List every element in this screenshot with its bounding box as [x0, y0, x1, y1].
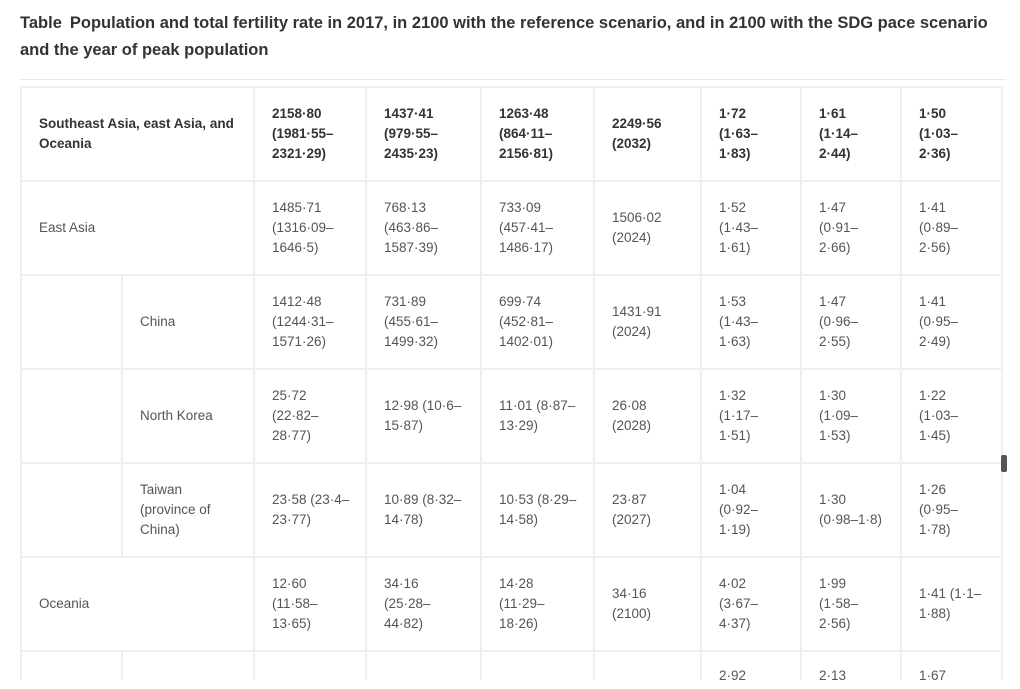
cell-pop2017: 12·60 (11·58–13·65)	[253, 556, 368, 652]
header-pop2100-ref: 1437·41 (979·55–2435·23)	[365, 86, 483, 182]
table-row: North Korea 25·72 (22·82–28·77) 12·98 (1…	[20, 368, 1004, 464]
cell-pop2100-sdg: 10·53 (8·29–14·58)	[480, 462, 596, 558]
cell-tfr2100-sdg: 1·26 (0·95–1·78)	[900, 462, 1004, 558]
caption-title: Population and total fertility rate in 2…	[20, 14, 988, 59]
table-row: 2·92 2·13 1·67	[20, 650, 1004, 680]
cell-tfr2100-ref: 1·47 (0·91–2·66)	[800, 180, 903, 276]
header-peak: 2249·56 (2032)	[593, 86, 703, 182]
cell-tfr2017: 2·92	[700, 650, 803, 680]
cell-pop2100-ref: 768·13 (463·86–1587·39)	[365, 180, 483, 276]
scrollbar-thumb[interactable]	[1001, 455, 1007, 472]
cell-region	[20, 650, 123, 680]
cell-pop2017	[253, 650, 368, 680]
cell-pop2100-ref: 12·98 (10·6–15·87)	[365, 368, 483, 464]
cell-country: North Korea	[120, 368, 256, 464]
header-region: Southeast Asia, east Asia, and Oceania	[20, 86, 256, 182]
cell-tfr2017: 1·04 (0·92–1·19)	[700, 462, 803, 558]
table-row: Oceania 12·60 (11·58–13·65) 34·16 (25·28…	[20, 556, 1004, 652]
table-caption: Table Population and total fertility rate…	[20, 10, 1010, 64]
cell-peak: 1506·02 (2024)	[593, 180, 703, 276]
cell-tfr2100-sdg: 1·67	[900, 650, 1004, 680]
cell-peak: 1431·91 (2024)	[593, 274, 703, 370]
cell-pop2100-ref: 731·89 (455·61–1499·32)	[365, 274, 483, 370]
cell-tfr2100-sdg: 1·41 (1·1–1·88)	[900, 556, 1004, 652]
cell-country	[120, 650, 256, 680]
cell-region	[20, 462, 123, 558]
cell-region	[20, 274, 123, 370]
cell-pop2017: 1485·71 (1316·09–1646·5)	[253, 180, 368, 276]
cell-pop2017: 23·58 (23·4–23·77)	[253, 462, 368, 558]
cell-pop2017: 25·72 (22·82–28·77)	[253, 368, 368, 464]
cell-peak	[593, 650, 703, 680]
cell-pop2100-sdg	[480, 650, 596, 680]
cell-tfr2017: 4·02 (3·67–4·37)	[700, 556, 803, 652]
caption-label: Table	[20, 14, 62, 32]
cell-tfr2017: 1·52 (1·43–1·61)	[700, 180, 803, 276]
cell-pop2100-sdg: 699·74 (452·81–1402·01)	[480, 274, 596, 370]
cell-tfr2017: 1·32 (1·17–1·51)	[700, 368, 803, 464]
cell-region	[20, 368, 123, 464]
cell-peak: 23·87 (2027)	[593, 462, 703, 558]
table-row: East Asia 1485·71 (1316·09–1646·5) 768·1…	[20, 180, 1004, 276]
table-row: China 1412·48 (1244·31–1571·26) 731·89 (…	[20, 274, 1004, 370]
cell-tfr2017: 1·53 (1·43–1·63)	[700, 274, 803, 370]
table-container[interactable]: Southeast Asia, east Asia, and Oceania 2…	[20, 79, 1006, 680]
cell-pop2100-ref	[365, 650, 483, 680]
table-header-row: Southeast Asia, east Asia, and Oceania 2…	[20, 86, 1004, 182]
cell-pop2100-sdg: 733·09 (457·41–1486·17)	[480, 180, 596, 276]
population-table: Southeast Asia, east Asia, and Oceania 2…	[20, 86, 1004, 680]
cell-pop2100-ref: 10·89 (8·32–14·78)	[365, 462, 483, 558]
cell-country: China	[120, 274, 256, 370]
cell-pop2017: 1412·48 (1244·31–1571·26)	[253, 274, 368, 370]
cell-tfr2100-sdg: 1·22 (1·03–1·45)	[900, 368, 1004, 464]
cell-tfr2100-sdg: 1·41 (0·95–2·49)	[900, 274, 1004, 370]
cell-region: Oceania	[20, 556, 256, 652]
cell-country: Taiwan (province of China)	[120, 462, 256, 558]
cell-tfr2100-ref: 1·47 (0·96–2·55)	[800, 274, 903, 370]
cell-pop2100-sdg: 14·28 (11·29–18·26)	[480, 556, 596, 652]
cell-pop2100-sdg: 11·01 (8·87–13·29)	[480, 368, 596, 464]
header-tfr2100-sdg: 1·50 (1·03–2·36)	[900, 86, 1004, 182]
header-pop2100-sdg: 1263·48 (864·11–2156·81)	[480, 86, 596, 182]
cell-tfr2100-ref: 1·30 (0·98–1·8)	[800, 462, 903, 558]
header-tfr2017: 1·72 (1·63–1·83)	[700, 86, 803, 182]
header-tfr2100-ref: 1·61 (1·14–2·44)	[800, 86, 903, 182]
cell-tfr2100-ref: 1·99 (1·58–2·56)	[800, 556, 903, 652]
cell-tfr2100-ref: 2·13	[800, 650, 903, 680]
cell-region: East Asia	[20, 180, 256, 276]
cell-peak: 34·16 (2100)	[593, 556, 703, 652]
header-pop2017: 2158·80 (1981·55–2321·29)	[253, 86, 368, 182]
cell-tfr2100-ref: 1·30 (1·09–1·53)	[800, 368, 903, 464]
cell-tfr2100-sdg: 1·41 (0·89–2·56)	[900, 180, 1004, 276]
cell-pop2100-ref: 34·16 (25·28–44·82)	[365, 556, 483, 652]
table-row: Taiwan (province of China) 23·58 (23·4–2…	[20, 462, 1004, 558]
cell-peak: 26·08 (2028)	[593, 368, 703, 464]
